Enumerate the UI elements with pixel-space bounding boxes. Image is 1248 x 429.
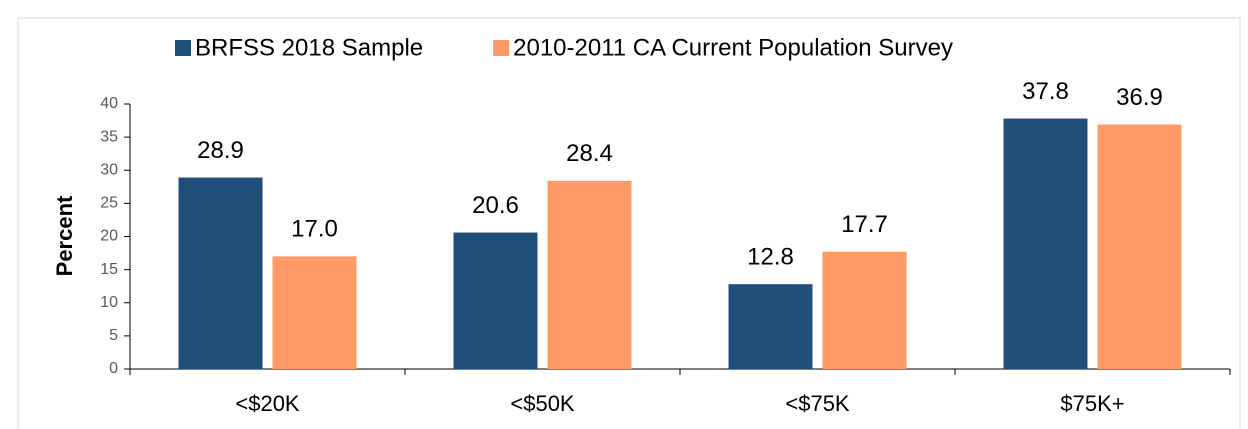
- value-label: 20.6: [472, 192, 519, 219]
- y-tick-label: 10: [100, 294, 118, 311]
- legend-swatch: [493, 40, 510, 56]
- x-tick-label: <$75K: [785, 391, 850, 416]
- value-label: 28.4: [566, 140, 613, 167]
- y-tick-label: 20: [100, 228, 118, 245]
- y-tick-label: 35: [100, 128, 118, 145]
- value-label: 37.8: [1022, 78, 1069, 105]
- x-tick-label: <$50K: [510, 391, 575, 416]
- x-tick-label: <$20K: [235, 391, 300, 416]
- bar: [728, 284, 813, 369]
- legend-swatch: [175, 40, 191, 56]
- value-label: 28.9: [197, 137, 244, 164]
- bar: [178, 177, 263, 369]
- bar: [547, 180, 632, 369]
- bar: [1003, 118, 1088, 369]
- value-label: 12.8: [747, 244, 794, 271]
- bar: [272, 256, 357, 369]
- legend-label: 2010-2011 CA Current Population Survey: [513, 34, 953, 61]
- value-label: 36.9: [1116, 84, 1163, 111]
- y-tick-label: 5: [109, 327, 118, 344]
- bar: [822, 251, 907, 369]
- value-label: 17.0: [291, 216, 338, 243]
- y-tick-label: 25: [100, 195, 118, 212]
- legend-label: BRFSS 2018 Sample: [195, 34, 423, 61]
- y-tick-label: 0: [109, 360, 118, 377]
- y-tick-label: 30: [100, 161, 118, 178]
- y-tick-label: 40: [100, 95, 118, 112]
- y-tick-label: 15: [100, 261, 118, 278]
- bar: [453, 232, 538, 369]
- y-axis-label: Percent: [52, 195, 77, 276]
- chart-frame: [17, 17, 1241, 429]
- value-label: 17.7: [841, 211, 888, 238]
- bar: [1097, 124, 1182, 369]
- x-tick-label: $75K+: [1060, 391, 1124, 416]
